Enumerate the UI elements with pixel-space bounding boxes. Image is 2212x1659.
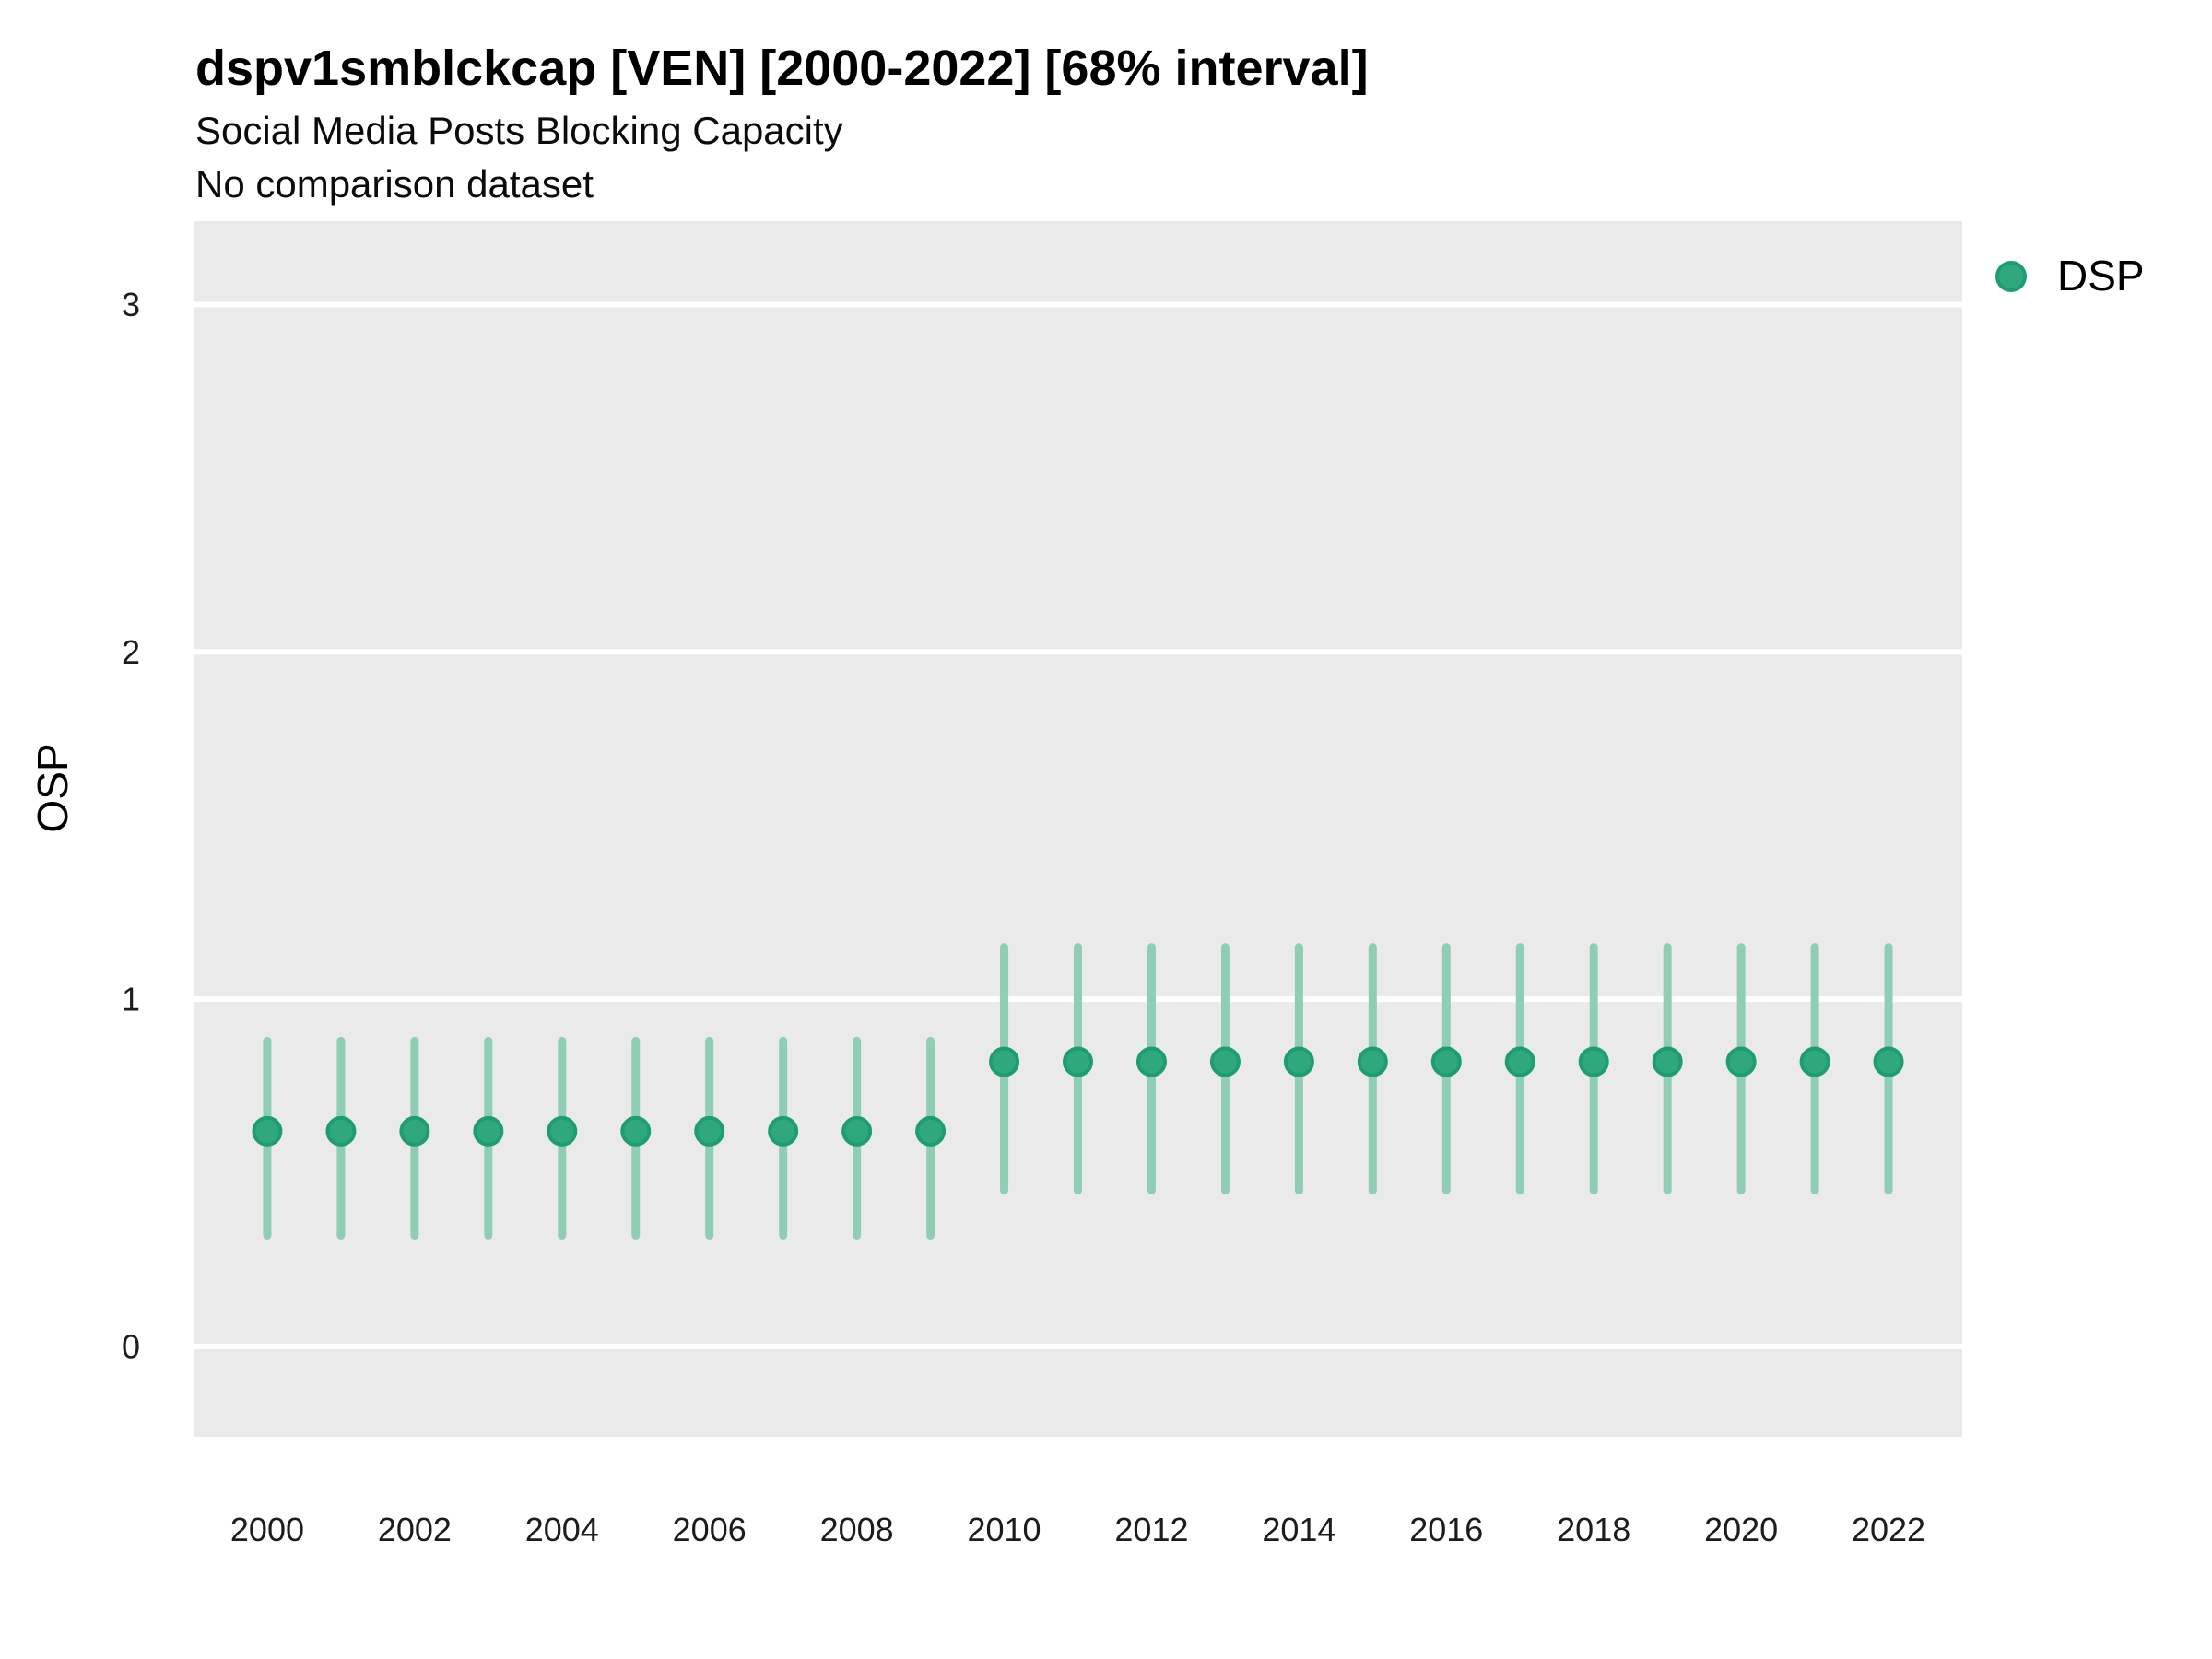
data-point-2008 [841, 1115, 873, 1147]
y-tick-label-2: 2 [122, 633, 140, 671]
x-tick-label-2020: 2020 [1704, 1511, 1778, 1548]
x-tick-label-2008: 2008 [820, 1511, 894, 1548]
data-point-2012 [1135, 1046, 1167, 1077]
legend-label-dsp: DSP [2057, 251, 2145, 300]
y-axis-title: OSP [29, 743, 76, 833]
legend-dot-dsp [1995, 261, 2027, 292]
y-tick-label-1: 1 [122, 981, 140, 1018]
x-tick-label-2018: 2018 [1557, 1511, 1630, 1548]
data-point-2014 [1283, 1046, 1314, 1077]
data-point-2001 [325, 1115, 357, 1147]
data-point-2015 [1357, 1046, 1388, 1077]
chart-title: dspv1smblckcap [VEN] [2000-2022] [68% in… [195, 41, 1369, 96]
data-point-2005 [620, 1115, 652, 1147]
x-tick-label-2016: 2016 [1409, 1511, 1483, 1548]
data-point-2009 [915, 1115, 947, 1147]
data-point-2020 [1725, 1046, 1757, 1077]
data-point-2021 [1799, 1046, 1830, 1077]
data-point-2019 [1652, 1046, 1683, 1077]
data-point-2010 [989, 1046, 1020, 1077]
data-point-2006 [694, 1115, 725, 1147]
chart-subtitle-note: No comparison dataset [195, 162, 594, 206]
plot-panel [194, 221, 1962, 1437]
data-point-2004 [547, 1115, 578, 1147]
x-tick-label-2004: 2004 [525, 1511, 599, 1548]
data-point-2003 [473, 1115, 504, 1147]
chart-subtitle: Social Media Posts Blocking Capacity [195, 109, 843, 152]
data-point-2017 [1504, 1046, 1535, 1077]
x-tick-label-2022: 2022 [1852, 1511, 1925, 1548]
data-point-2007 [768, 1115, 799, 1147]
x-tick-label-2012: 2012 [1114, 1511, 1188, 1548]
y-tick-label-3: 3 [122, 286, 140, 324]
data-point-2000 [252, 1115, 283, 1147]
x-tick-label-2014: 2014 [1262, 1511, 1335, 1548]
data-point-2016 [1430, 1046, 1462, 1077]
x-tick-label-2006: 2006 [673, 1511, 747, 1548]
data-point-2022 [1873, 1046, 1904, 1077]
x-tick-label-2000: 2000 [230, 1511, 304, 1548]
data-point-2018 [1578, 1046, 1609, 1077]
data-point-2002 [399, 1115, 430, 1147]
data-point-2013 [1209, 1046, 1241, 1077]
y-tick-label-0: 0 [122, 1328, 140, 1366]
data-point-2011 [1063, 1046, 1093, 1077]
x-tick-label-2002: 2002 [378, 1511, 452, 1548]
x-tick-label-2010: 2010 [967, 1511, 1041, 1548]
